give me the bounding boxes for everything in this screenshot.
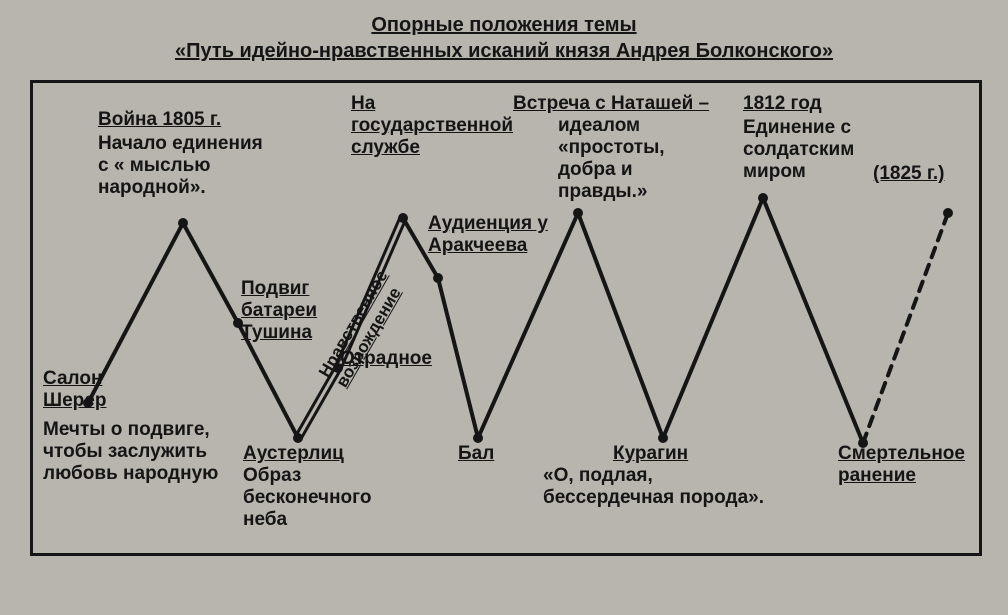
label-war1805-body: Начало единенияс « мысльюнародной».	[98, 133, 263, 199]
title-block: Опорные положения темы «Путь идейно-нрав…	[0, 12, 1008, 64]
label-y1812-head: 1812 год	[743, 93, 822, 115]
label-y1825-head: (1825 г.)	[873, 163, 945, 185]
label-kuragin-head: Курагин	[613, 443, 688, 465]
label-salon-head: СалонШерер	[43, 368, 106, 412]
label-natasha-body: идеалом«простоты,добра иправды.»	[558, 115, 665, 202]
label-natasha-head: Встреча с Наташей –	[513, 93, 709, 115]
label-war1805-head: Война 1805 г.	[98, 109, 221, 131]
diagram-frame: СалонШерер Мечты о подвиге,чтобы заслужит…	[30, 80, 982, 556]
diagram-page: { "title": { "line1": "Опорные положения…	[0, 0, 1008, 615]
label-kuragin-body: «О, подлая,бессердечная порода».	[543, 465, 764, 509]
label-austerlitz-head: Аустерлиц	[243, 443, 344, 465]
label-arakcheev-head: Аудиенция уАракчеева	[428, 213, 548, 257]
label-salon-body: Мечты о подвиге,чтобы заслужитьлюбовь на…	[43, 419, 218, 485]
label-y1812-body: Единение ссолдатскиммиром	[743, 117, 854, 183]
label-service-head: Нагосударственнойслужбе	[351, 93, 513, 159]
label-ball-head: Бал	[458, 443, 494, 465]
title-line-2: «Путь идейно-нравственных исканий князя …	[175, 38, 833, 64]
label-wound-head: Смертельноеранение	[838, 443, 965, 487]
label-tushin-head: ПодвигбатареиТушина	[241, 278, 317, 344]
title-line-1: Опорные положения темы	[371, 12, 636, 38]
label-austerlitz-body: Образбесконечногонеба	[243, 465, 371, 531]
